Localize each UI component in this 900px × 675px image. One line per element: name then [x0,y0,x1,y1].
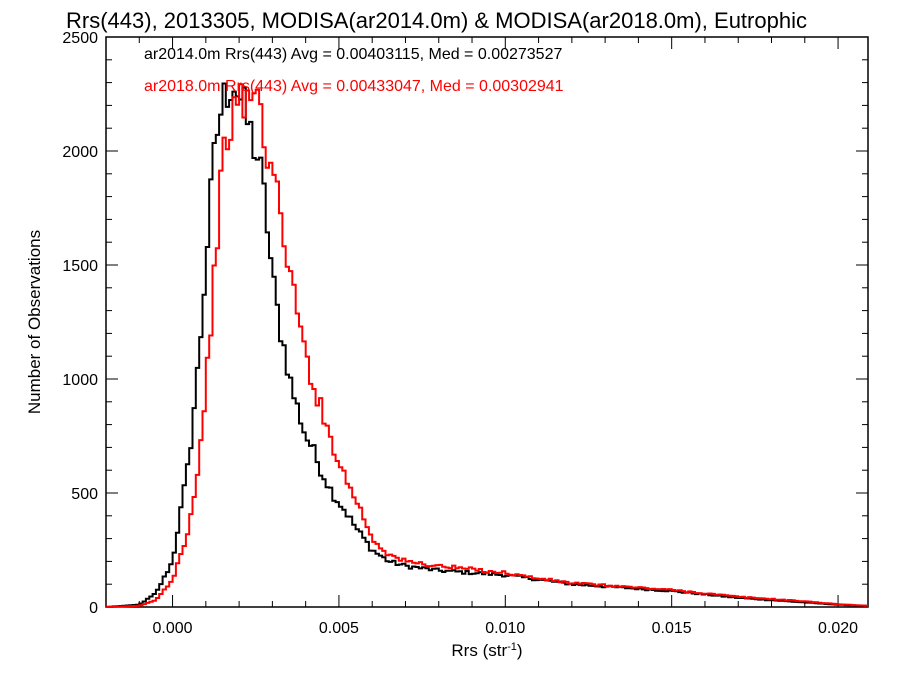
y-axis-ticks: 0 500 1000 1500 2000 2500 [62,30,868,617]
series-line-2 [106,83,868,608]
y-tick-label: 1500 [62,258,98,275]
x-tick-label: 0.000 [153,620,193,637]
y-tick-label: 2500 [62,30,98,47]
x-tick-label: 0.015 [652,620,692,637]
y-tick-label: 1000 [62,372,98,389]
x-axis-label-main: Rrs (str [451,641,507,660]
x-tick-label: 0.010 [485,620,525,637]
series-layer [106,82,868,608]
chart-title: Rrs(443), 2013305, MODISA(ar2014.0m) & M… [66,8,807,33]
legend-entry-1: ar2014.0m Rrs(443) Avg = 0.00403115, Med… [144,46,562,63]
plot-frame [105,36,869,608]
y-tick-label: 500 [71,486,98,503]
y-tick-label: 0 [89,600,98,617]
x-tick-label: 0.020 [818,620,858,637]
y-tick-label: 2000 [62,144,98,161]
y-axis-label: Number of Observations [25,230,44,414]
x-axis-label-superscript: -1 [507,641,517,653]
legend-entry-2: ar2018.0m Rrs(443) Avg = 0.00433047, Med… [144,78,564,95]
x-axis-label: Rrs (str-1) [451,641,522,660]
x-tick-label: 0.005 [319,620,359,637]
x-axis-label-close: ) [517,641,523,660]
x-axis-ticks: 0.000 0.005 0.010 0.015 0.020 [138,37,858,637]
